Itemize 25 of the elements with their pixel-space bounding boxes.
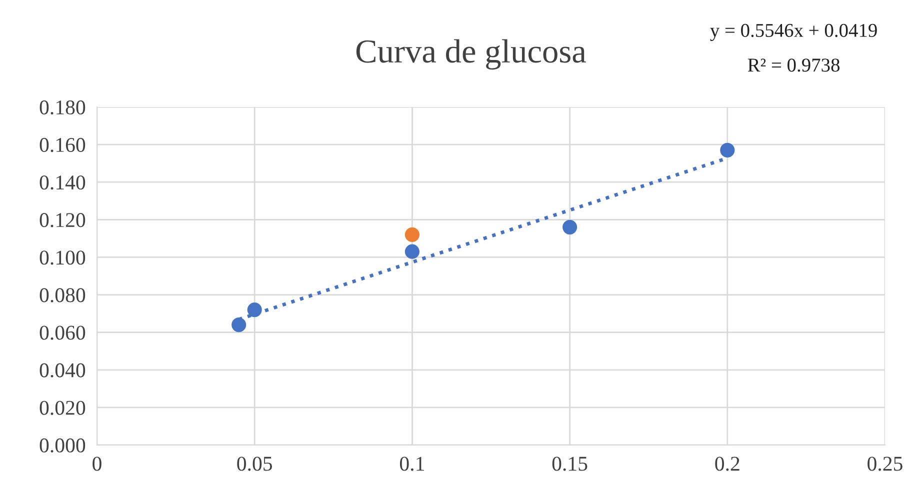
y-tick-label: 0.180	[40, 100, 86, 115]
y-tick-label: 0.100	[40, 250, 86, 265]
point	[562, 220, 578, 234]
text: R² = 0.9738	[748, 58, 840, 72]
point	[404, 244, 420, 259]
y-tick-label: 0.040	[40, 363, 86, 378]
y-tick-label: 0.160	[40, 138, 86, 152]
chart-title: Curva de glucosa	[356, 39, 586, 70]
x-tick-label: 0.1	[400, 456, 424, 471]
x-tick-label: 0.2	[715, 456, 740, 471]
x-tick-label: 0.25	[868, 456, 902, 471]
point	[232, 318, 246, 332]
y-tick-label: 0.060	[40, 326, 86, 340]
point	[720, 142, 735, 158]
x-tick-label: 0	[92, 456, 102, 471]
point	[247, 302, 262, 318]
x-tick-label: 0.15	[552, 456, 588, 471]
text: y = 0.5546x + 0.0419	[710, 24, 877, 41]
y-tick-label: 0.020	[40, 400, 86, 415]
y-tick-label: 0.080	[40, 288, 86, 302]
y-tick-label: 0.000	[40, 438, 86, 453]
point	[404, 227, 420, 242]
x-tick-label: 0.05	[237, 456, 272, 471]
y-tick-label: 0.140	[40, 175, 86, 190]
y-tick-label: 0.120	[40, 213, 86, 228]
